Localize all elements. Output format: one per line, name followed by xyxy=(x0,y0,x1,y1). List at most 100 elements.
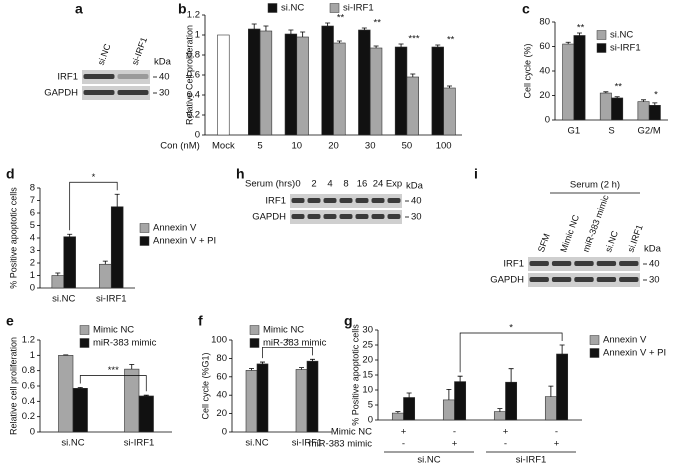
significance: * xyxy=(654,89,658,100)
condition-value: + xyxy=(452,439,458,450)
lane-label: Exp xyxy=(386,179,402,190)
y-axis-label: Cell cycle (%G1) xyxy=(200,352,210,419)
panel-label: c xyxy=(522,1,530,17)
x-axis-label: Con (nM) xyxy=(160,141,200,152)
y-tick-label: 15 xyxy=(362,370,373,381)
y-axis-label: % Positive apoptotic cells xyxy=(350,324,360,426)
blot-strip xyxy=(82,70,150,84)
panel-label: d xyxy=(6,166,15,182)
bar xyxy=(63,236,76,289)
y-tick-label: 40 xyxy=(216,390,227,401)
blot-band xyxy=(83,90,115,95)
marker-label: 30 xyxy=(159,88,170,99)
y-tick-label: 40 xyxy=(539,66,550,77)
y-tick-label: 80 xyxy=(216,353,227,364)
condition-value: - xyxy=(504,439,507,450)
blot-band xyxy=(117,90,149,95)
bar xyxy=(505,381,518,421)
error-bar xyxy=(102,260,108,265)
y-tick-label: 80 xyxy=(539,17,550,28)
marker-label: 30 xyxy=(411,212,422,223)
y-tick-label: 0.8 xyxy=(187,50,200,61)
error-bar xyxy=(548,385,554,397)
y-tick-label: 0 xyxy=(30,283,35,294)
legend-swatch xyxy=(249,325,260,335)
y-tick-label: 60 xyxy=(216,371,227,382)
x-tick-label: si-IRF1 xyxy=(96,294,127,305)
blot-band xyxy=(355,214,369,219)
row-label: IRF1 xyxy=(57,72,78,83)
lane-label: 0 xyxy=(295,179,300,190)
x-tick-label: 5 xyxy=(257,141,262,152)
blot-band xyxy=(551,277,572,282)
blot-strip xyxy=(82,86,150,100)
y-tick-label: 0 xyxy=(368,415,373,426)
legend-label: Mimic NC xyxy=(263,325,304,336)
y-tick-label: 0.4 xyxy=(22,396,35,407)
panel-label: e xyxy=(6,313,14,329)
bar xyxy=(259,30,273,136)
blot-band xyxy=(574,261,594,266)
bar xyxy=(599,92,612,121)
panel-label: h xyxy=(236,166,245,182)
condition-value: + xyxy=(503,427,509,438)
y-tick-label: 3 xyxy=(30,245,35,256)
x-tick-label: si-IRF1 xyxy=(124,438,155,449)
blot-band xyxy=(371,214,385,219)
y-tick-label: 1 xyxy=(195,30,200,41)
y-tick-label: 1 xyxy=(30,270,35,281)
bracket xyxy=(79,375,147,392)
condition-name: miR-383 mimic xyxy=(309,439,373,450)
blot-band xyxy=(619,261,639,266)
condition-value: - xyxy=(453,427,456,438)
legend-swatch xyxy=(139,236,150,246)
unit-label: kDa xyxy=(644,244,662,255)
row-label: IRF1 xyxy=(503,259,524,270)
blot-band xyxy=(551,261,572,266)
y-tick-label: 5 xyxy=(30,220,35,231)
y-tick-label: 5 xyxy=(368,400,373,411)
error-bar xyxy=(114,193,120,207)
error-bar xyxy=(373,45,379,48)
x-tick-label: 10 xyxy=(291,141,302,152)
bar xyxy=(637,101,650,121)
bar xyxy=(58,355,74,433)
panel-label: g xyxy=(344,313,353,329)
error-bar xyxy=(263,25,269,31)
x-tick-label: si-IRF1 xyxy=(292,438,323,449)
error-bar xyxy=(361,27,367,30)
error-bar xyxy=(497,408,503,412)
condition-value: - xyxy=(402,439,405,450)
bracket xyxy=(459,332,563,373)
bar xyxy=(110,206,124,289)
y-tick-label: 6 xyxy=(30,208,35,219)
blot-band xyxy=(307,214,321,219)
condition-value: + xyxy=(554,439,560,450)
lane-label: si.NC xyxy=(96,42,113,67)
lane-label: si.IRF1 xyxy=(626,223,645,253)
x-tick-label: si.NC xyxy=(52,294,75,305)
y-tick-label: 0.6 xyxy=(22,381,35,392)
bar xyxy=(217,34,230,136)
x-tick-label: S xyxy=(608,126,614,137)
y-tick-label: 20 xyxy=(216,408,227,419)
bar xyxy=(391,412,404,421)
x-tick-label: Mock xyxy=(212,141,235,152)
bar xyxy=(403,397,416,421)
lane-label: si-IRF1 xyxy=(130,36,149,67)
error-bar xyxy=(129,364,135,370)
legend-label: Annexin V + PI xyxy=(153,236,216,247)
legend-swatch xyxy=(249,338,260,348)
y-tick-label: 0.8 xyxy=(22,365,35,376)
bar xyxy=(556,353,569,421)
bar xyxy=(306,360,319,433)
bracket xyxy=(69,181,118,231)
y-tick-label: 0 xyxy=(545,115,550,126)
bracket xyxy=(262,346,313,359)
blot-band xyxy=(339,214,353,219)
legend-swatch xyxy=(589,348,600,358)
lane-label: si.NC xyxy=(603,229,620,254)
error-bar xyxy=(336,40,342,43)
error-bar xyxy=(652,102,658,106)
unit-label: kDa xyxy=(406,181,424,192)
